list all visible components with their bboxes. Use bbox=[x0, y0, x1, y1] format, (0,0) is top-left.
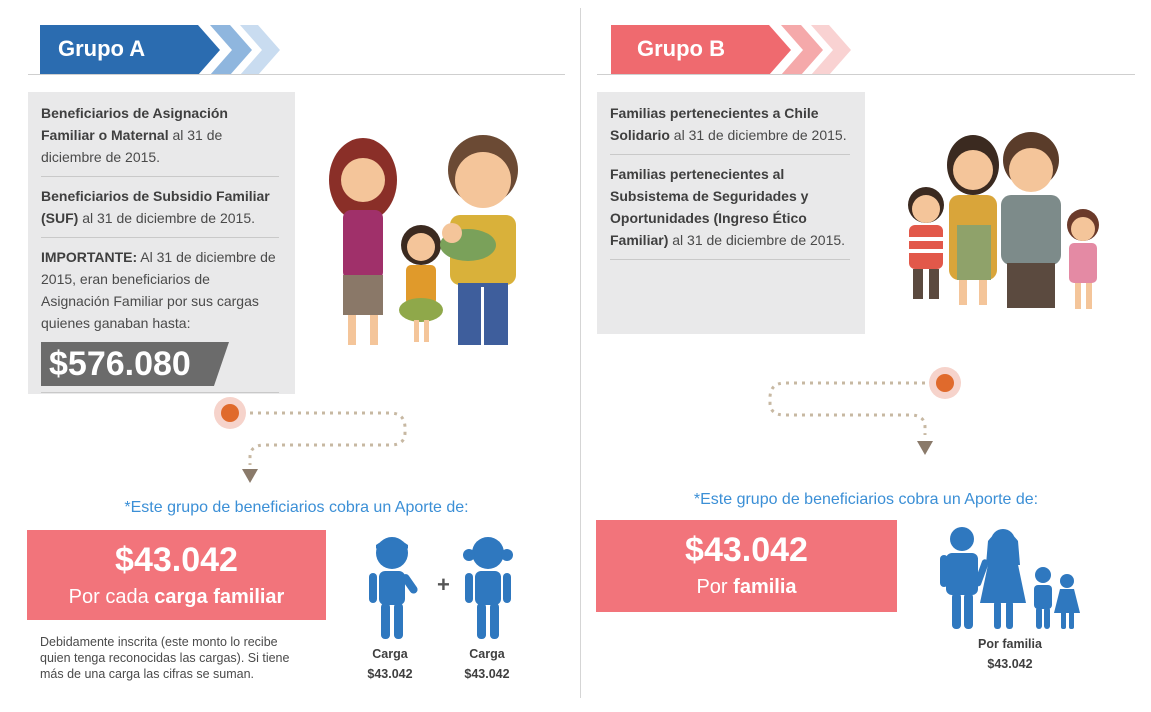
group-b-item-2: Familias pertenecientes al Subsistema de… bbox=[610, 155, 850, 260]
carga-2: Carga $43.042 bbox=[464, 647, 510, 681]
group-a-banner: Grupo A bbox=[40, 25, 280, 75]
chevron-arrows-icon bbox=[40, 25, 280, 75]
carga-1: Carga $43.042 bbox=[367, 647, 413, 681]
group-a-aporte-intro: *Este grupo de beneficiarios cobra un Ap… bbox=[124, 499, 469, 516]
family-icon bbox=[940, 527, 1080, 629]
family-illustration-a bbox=[329, 135, 518, 345]
boy-icon bbox=[369, 537, 418, 639]
group-a-amount-box: $43.042 Por cada carga familiar bbox=[27, 530, 326, 620]
group-a-title: Grupo A bbox=[58, 36, 146, 61]
group-a-rule bbox=[28, 74, 565, 75]
por-familia-label: Por familia $43.042 bbox=[978, 637, 1042, 671]
income-limit-amount: $576.080 bbox=[41, 342, 229, 386]
info-rule bbox=[41, 392, 279, 393]
group-b-rule bbox=[597, 74, 1135, 75]
chevron-arrows-icon bbox=[611, 25, 851, 75]
group-a-item-1: Beneficiarios de Asignación Familiar o M… bbox=[41, 94, 279, 177]
group-b-item-1: Familias pertenecientes a Chile Solidari… bbox=[610, 94, 850, 155]
group-a-item-3: IMPORTANTE: Al 31 de diciembre de 2015, … bbox=[41, 249, 276, 331]
group-b-title: Grupo B bbox=[637, 36, 725, 61]
connector-arrow-a bbox=[214, 397, 407, 483]
group-b-amount-box: $43.042 Por familia bbox=[596, 520, 897, 612]
group-b-banner: Grupo B bbox=[611, 25, 851, 75]
girl-icon bbox=[463, 537, 513, 639]
group-b-amount: $43.042 bbox=[685, 531, 808, 569]
connector-arrow-b bbox=[768, 367, 961, 455]
plus-sign: + bbox=[437, 572, 450, 597]
group-a-info-box: Beneficiarios de Asignación Familiar o M… bbox=[28, 92, 295, 394]
group-a-amount: $43.042 bbox=[115, 541, 238, 579]
column-divider bbox=[580, 8, 581, 698]
group-a-note: Debidamente inscrita (este monto lo reci… bbox=[40, 635, 290, 681]
group-a-item-2: Beneficiarios de Subsidio Familiar (SUF)… bbox=[41, 177, 279, 238]
group-b-info-box: Familias pertenecientes a Chile Solidari… bbox=[597, 92, 865, 334]
group-b-per-label: Por familia bbox=[696, 576, 797, 598]
group-b-aporte-intro: *Este grupo de beneficiarios cobra un Ap… bbox=[693, 491, 1039, 508]
family-illustration-b bbox=[908, 132, 1099, 309]
group-a-per-label: Por cada carga familiar bbox=[68, 586, 285, 608]
